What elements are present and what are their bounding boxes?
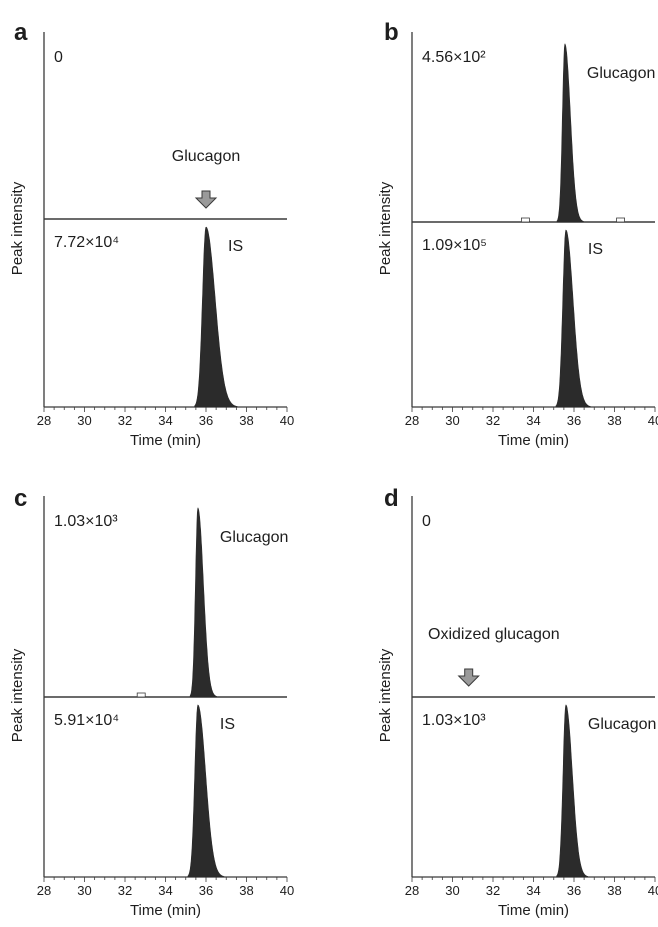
chromatogram-peak: [194, 226, 238, 408]
chromatogram-peak: [187, 704, 225, 878]
panel-letter: b: [384, 19, 399, 46]
trace-glucagon: 0 Glucagon: [54, 49, 241, 209]
y-axis-label: Peak intensity: [9, 648, 26, 742]
trace-glucagon: 1.03×10³ Glucagon: [54, 507, 289, 698]
max-intensity-label: 0: [422, 513, 431, 530]
x-tick-label: 38: [239, 413, 253, 428]
x-tick-label: 32: [486, 413, 500, 428]
x-tick-label: 40: [280, 883, 294, 898]
x-tick-label: 30: [445, 883, 459, 898]
peak-label: Glucagon: [587, 65, 656, 82]
x-tick-label: 28: [405, 413, 419, 428]
max-intensity-label: 5.91×10⁴: [54, 712, 119, 729]
x-tick-label: 38: [607, 883, 621, 898]
panel-b: b Peak intensity 28 30 32 34 36 38 40 Time (min) 4…: [377, 19, 658, 449]
x-tick-label: 30: [77, 413, 91, 428]
max-intensity-label: 0: [54, 49, 63, 66]
panel-c: c Peak intensity 28 30 32 34 36 38 40 Time (min) 1…: [9, 485, 294, 919]
x-tick-label: 28: [37, 883, 51, 898]
max-intensity-label: 4.56×10²: [422, 49, 486, 66]
max-intensity-label: 1.03×10³: [54, 513, 118, 530]
x-tick-label: 32: [118, 413, 132, 428]
panel-a: a Peak intensity 28 30 32 34 36 38 40 Time (min) 0…: [9, 19, 294, 449]
x-tick-label: 38: [239, 883, 253, 898]
peak-label: Glucagon: [220, 529, 289, 546]
y-axis-label: Peak intensity: [377, 181, 394, 275]
max-intensity-label: 1.03×10³: [422, 712, 486, 729]
x-tick-label: 32: [486, 883, 500, 898]
minor-peak: [521, 217, 530, 223]
trace-glucagon: 1.03×10³ Glucagon: [422, 704, 657, 878]
x-axis-label: Time (min): [130, 902, 201, 919]
x-tick-label: 34: [526, 883, 540, 898]
peak-label: IS: [228, 238, 243, 255]
panel-d: d Peak intensity 28 30 32 34 36 38 40 Time (min) 0…: [377, 485, 658, 919]
x-tick-label: 28: [405, 883, 419, 898]
panel-letter: a: [14, 19, 28, 46]
peak-label: Glucagon: [172, 148, 241, 165]
x-tick-label: 34: [158, 413, 172, 428]
x-tick-label: 28: [37, 413, 51, 428]
x-tick-label: 40: [648, 413, 658, 428]
peak-label: IS: [220, 716, 235, 733]
trace-is: 7.72×10⁴ IS: [54, 226, 243, 408]
chromatogram-peak: [555, 229, 591, 408]
peak-label: IS: [588, 241, 603, 258]
x-tick-label: 36: [199, 883, 213, 898]
panel-letter: c: [14, 485, 27, 512]
x-axis-label: Time (min): [498, 432, 569, 449]
trace-glucagon: 4.56×10² Glucagon: [422, 43, 656, 223]
minor-peak: [616, 217, 625, 223]
y-axis-label: Peak intensity: [9, 181, 26, 275]
x-tick-label: 36: [567, 413, 581, 428]
trace-is: 1.09×10⁵ IS: [422, 229, 603, 408]
x-tick-label: 36: [567, 883, 581, 898]
peak-label: Oxidized glucagon: [428, 626, 560, 643]
x-tick-label: 30: [77, 883, 91, 898]
x-tick-label: 38: [607, 413, 621, 428]
chromatogram-peak: [556, 704, 589, 878]
max-intensity-label: 7.72×10⁴: [54, 234, 119, 251]
minor-peak: [136, 692, 146, 698]
peak-label: Glucagon: [588, 716, 657, 733]
x-tick-label: 30: [445, 413, 459, 428]
max-intensity-label: 1.09×10⁵: [422, 237, 487, 254]
x-axis-label: Time (min): [498, 902, 569, 919]
x-tick-label: 32: [118, 883, 132, 898]
trace-is: 5.91×10⁴ IS: [54, 704, 235, 878]
chromatogram-peak: [189, 507, 217, 698]
trace-oxidized-glucagon: 0 Oxidized glucagon: [422, 513, 560, 687]
x-tick-label: 34: [526, 413, 540, 428]
x-tick-label: 34: [158, 883, 172, 898]
x-tick-label: 40: [280, 413, 294, 428]
arrow-down-icon: [457, 668, 480, 687]
x-tick-label: 36: [199, 413, 213, 428]
y-axis-label: Peak intensity: [377, 648, 394, 742]
x-tick-label: 40: [648, 883, 658, 898]
panel-letter: d: [384, 485, 399, 512]
arrow-down-icon: [194, 190, 218, 209]
x-axis-label: Time (min): [130, 432, 201, 449]
chromatogram-peak: [556, 43, 584, 223]
